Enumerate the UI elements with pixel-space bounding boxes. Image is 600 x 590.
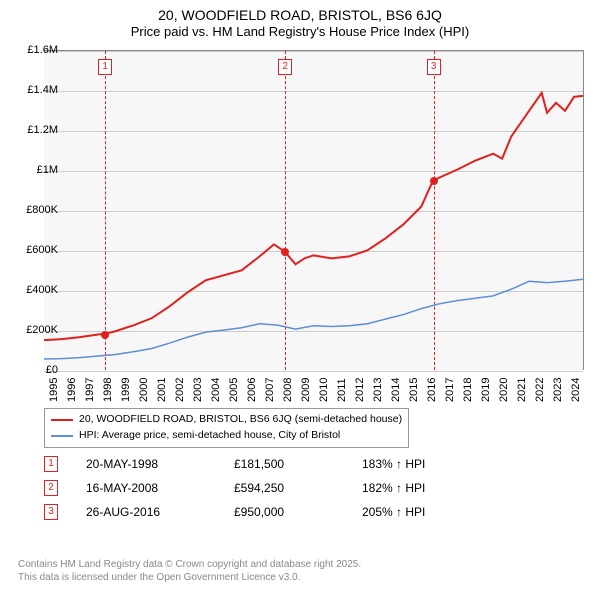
x-tick-label: 2004 bbox=[210, 378, 222, 402]
event-dot bbox=[101, 331, 109, 339]
event-row-2: 2 16-MAY-2008 £594,250 182% ↑ HPI bbox=[44, 476, 482, 500]
footer-line-1: Contains HM Land Registry data © Crown c… bbox=[18, 558, 361, 571]
y-tick-label: £200K bbox=[26, 324, 58, 336]
footer-line-2: This data is licensed under the Open Gov… bbox=[18, 571, 361, 584]
event-date-1: 20-MAY-1998 bbox=[86, 457, 206, 471]
event-marker-box: 2 bbox=[278, 59, 292, 75]
x-tick-label: 2021 bbox=[516, 378, 528, 402]
event-marker-box: 3 bbox=[427, 59, 441, 75]
chart-title: 20, WOODFIELD ROAD, BRISTOL, BS6 6JQ bbox=[0, 0, 600, 24]
legend: 20, WOODFIELD ROAD, BRISTOL, BS6 6JQ (se… bbox=[44, 408, 409, 448]
legend-item-hpi: HPI: Average price, semi-detached house,… bbox=[51, 428, 402, 444]
x-tick-label: 2019 bbox=[480, 378, 492, 402]
chart-container: 20, WOODFIELD ROAD, BRISTOL, BS6 6JQ Pri… bbox=[0, 0, 600, 590]
y-tick-label: £0 bbox=[46, 364, 58, 376]
x-tick-label: 2003 bbox=[192, 378, 204, 402]
event-pct-2: 182% ↑ HPI bbox=[362, 481, 482, 495]
legend-swatch-hpi bbox=[51, 435, 73, 437]
x-tick-label: 2023 bbox=[552, 378, 564, 402]
footer-attribution: Contains HM Land Registry data © Crown c… bbox=[18, 558, 361, 584]
x-tick-label: 2009 bbox=[300, 378, 312, 402]
x-tick-label: 2024 bbox=[570, 378, 582, 402]
event-marker-box: 1 bbox=[98, 59, 112, 75]
legend-label-hpi: HPI: Average price, semi-detached house,… bbox=[79, 428, 340, 444]
legend-swatch-price-paid bbox=[51, 419, 73, 421]
legend-item-price-paid: 20, WOODFIELD ROAD, BRISTOL, BS6 6JQ (se… bbox=[51, 412, 402, 428]
x-tick-label: 1998 bbox=[102, 378, 114, 402]
x-tick-label: 2001 bbox=[156, 378, 168, 402]
x-tick-label: 2012 bbox=[354, 378, 366, 402]
event-marker-1: 1 bbox=[44, 456, 58, 472]
event-price-2: £594,250 bbox=[234, 481, 334, 495]
event-marker-2: 2 bbox=[44, 480, 58, 496]
gridline-h bbox=[44, 371, 583, 372]
event-row-3: 3 26-AUG-2016 £950,000 205% ↑ HPI bbox=[44, 500, 482, 524]
y-tick-label: £400K bbox=[26, 284, 58, 296]
x-tick-label: 1999 bbox=[120, 378, 132, 402]
event-row-1: 1 20-MAY-1998 £181,500 183% ↑ HPI bbox=[44, 452, 482, 476]
event-pct-3: 205% ↑ HPI bbox=[362, 505, 482, 519]
x-tick-label: 2006 bbox=[246, 378, 258, 402]
x-tick-label: 2014 bbox=[390, 378, 402, 402]
event-dot bbox=[281, 248, 289, 256]
y-tick-label: £1M bbox=[37, 164, 58, 176]
x-tick-label: 2016 bbox=[426, 378, 438, 402]
event-price-1: £181,500 bbox=[234, 457, 334, 471]
x-tick-label: 1995 bbox=[48, 378, 60, 402]
event-price-3: £950,000 bbox=[234, 505, 334, 519]
x-tick-label: 2020 bbox=[498, 378, 510, 402]
y-tick-label: £600K bbox=[26, 244, 58, 256]
x-tick-label: 1997 bbox=[84, 378, 96, 402]
x-tick-label: 2017 bbox=[444, 378, 456, 402]
x-tick-label: 2000 bbox=[138, 378, 150, 402]
legend-label-price-paid: 20, WOODFIELD ROAD, BRISTOL, BS6 6JQ (se… bbox=[79, 412, 402, 428]
series-line-hpi bbox=[44, 279, 583, 359]
x-tick-label: 2008 bbox=[282, 378, 294, 402]
x-tick-label: 1996 bbox=[66, 378, 78, 402]
y-tick-label: £1.4M bbox=[27, 84, 58, 96]
event-marker-3: 3 bbox=[44, 504, 58, 520]
y-tick-label: £800K bbox=[26, 204, 58, 216]
event-dot bbox=[430, 177, 438, 185]
line-series-layer bbox=[44, 51, 583, 370]
chart-subtitle: Price paid vs. HM Land Registry's House … bbox=[0, 24, 600, 45]
x-tick-label: 2002 bbox=[174, 378, 186, 402]
x-tick-label: 2018 bbox=[462, 378, 474, 402]
series-line-price_paid bbox=[44, 93, 583, 340]
event-pct-1: 183% ↑ HPI bbox=[362, 457, 482, 471]
x-tick-label: 2011 bbox=[336, 378, 348, 402]
y-tick-label: £1.6M bbox=[27, 44, 58, 56]
x-tick-label: 2013 bbox=[372, 378, 384, 402]
x-tick-label: 2005 bbox=[228, 378, 240, 402]
event-date-3: 26-AUG-2016 bbox=[86, 505, 206, 519]
chart-area: 1 2 3 bbox=[44, 50, 584, 370]
x-tick-label: 2007 bbox=[264, 378, 276, 402]
event-date-2: 16-MAY-2008 bbox=[86, 481, 206, 495]
x-tick-label: 2022 bbox=[534, 378, 546, 402]
y-tick-label: £1.2M bbox=[27, 124, 58, 136]
x-tick-label: 2010 bbox=[318, 378, 330, 402]
x-tick-label: 2015 bbox=[408, 378, 420, 402]
events-table: 1 20-MAY-1998 £181,500 183% ↑ HPI 2 16-M… bbox=[44, 452, 482, 524]
